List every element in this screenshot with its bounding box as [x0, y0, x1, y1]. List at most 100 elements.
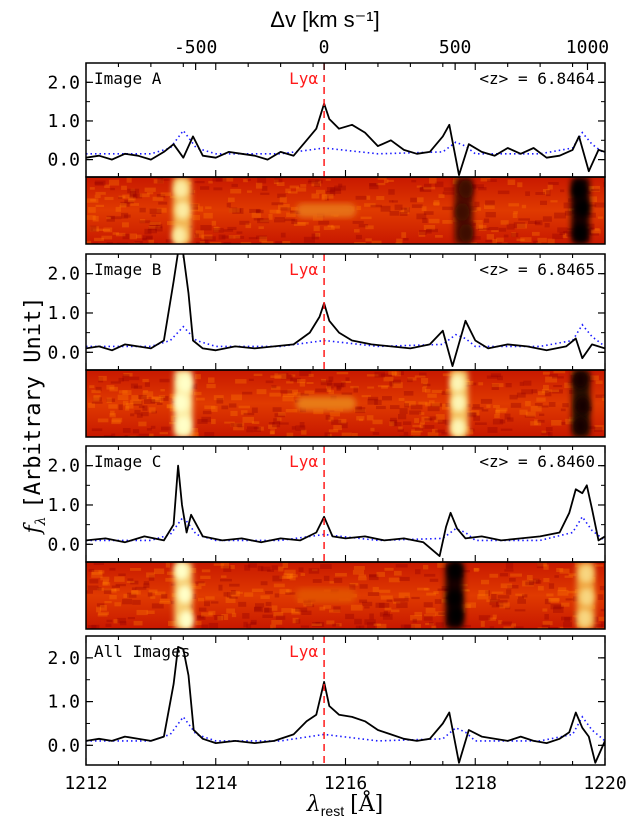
noise-speck	[121, 185, 127, 190]
noise-speck	[130, 413, 135, 417]
noise-speck	[546, 190, 551, 197]
noise-speck	[254, 607, 264, 613]
noise-speck	[547, 184, 553, 190]
noise-speck	[335, 573, 347, 577]
noise-speck	[544, 223, 550, 228]
noise-speck	[296, 187, 307, 192]
noise-speck	[541, 430, 547, 434]
noise-speck	[151, 396, 161, 403]
noise-speck	[516, 238, 525, 242]
noise-speck	[204, 405, 216, 409]
noise-speck	[168, 620, 177, 626]
noise-speck	[600, 608, 605, 612]
noise-speck	[423, 602, 433, 608]
noise-speck	[268, 422, 275, 425]
noise-speck	[562, 233, 568, 238]
noise-speck	[286, 432, 294, 437]
noise-speck	[199, 240, 205, 244]
noise-speck	[226, 608, 235, 614]
noise-speck	[372, 432, 380, 435]
noise-speck	[149, 221, 161, 225]
noise-speck	[139, 207, 146, 213]
noise-speck	[358, 224, 369, 228]
noise-speck	[218, 584, 223, 591]
noise-speck	[151, 410, 157, 414]
noise-speck	[370, 427, 375, 432]
noise-speck	[442, 220, 453, 224]
noise-speck	[318, 220, 330, 225]
noise-speck	[300, 625, 310, 628]
noise-speck	[276, 209, 282, 214]
noise-speck	[599, 585, 605, 591]
noise-speck	[486, 234, 494, 240]
noise-speck	[510, 573, 522, 577]
emission-band	[296, 203, 357, 218]
noise-speck	[541, 389, 549, 394]
noise-speck	[321, 378, 326, 383]
noise-speck	[589, 196, 597, 203]
noise-speck	[103, 435, 113, 437]
noise-speck	[118, 573, 126, 576]
noise-speck	[269, 431, 275, 435]
noise-speck	[526, 575, 533, 580]
noise-speck	[435, 622, 444, 628]
noise-speck	[507, 585, 519, 589]
noise-speck	[293, 222, 306, 226]
noise-speck	[117, 617, 126, 624]
noise-speck	[410, 197, 417, 203]
noise-speck	[198, 206, 204, 212]
noise-speck	[158, 396, 169, 401]
noise-speck	[328, 416, 334, 422]
noise-speck	[378, 589, 391, 593]
noise-speck	[211, 418, 216, 425]
noise-speck	[141, 396, 149, 400]
noise-speck	[111, 419, 121, 425]
noise-speck	[422, 425, 435, 429]
noise-speck	[228, 207, 238, 213]
noise-speck	[517, 599, 526, 604]
noise-speck	[389, 420, 398, 426]
lya-label: Lyα	[289, 69, 318, 88]
top-tick-label: -500	[174, 37, 217, 58]
noise-speck	[127, 188, 140, 194]
noise-speck	[194, 181, 205, 184]
noise-speck	[420, 421, 425, 424]
noise-speck	[291, 426, 296, 430]
noise-speck	[138, 405, 145, 409]
noise-speck	[125, 406, 130, 411]
noise-speck	[133, 401, 143, 406]
noise-speck	[270, 624, 276, 629]
noise-speck	[211, 220, 217, 226]
noise-speck	[491, 230, 499, 233]
noise-speck	[467, 412, 476, 418]
noise-speck	[88, 402, 95, 408]
noise-speck	[87, 625, 97, 629]
noise-speck	[112, 232, 119, 235]
noise-speck	[333, 425, 342, 431]
noise-speck	[271, 386, 281, 390]
noise-speck	[434, 599, 442, 604]
noise-speck	[315, 179, 323, 184]
noise-speck	[213, 227, 224, 233]
noise-speck	[125, 403, 134, 409]
noise-speck	[269, 209, 280, 214]
noise-speck	[257, 426, 264, 431]
noise-speck	[489, 599, 500, 603]
noise-speck	[280, 374, 293, 380]
noise-speck	[230, 424, 237, 427]
noise-speck	[567, 228, 576, 231]
noise-speck	[500, 220, 509, 225]
noise-speck	[535, 580, 542, 584]
noise-speck	[151, 214, 156, 217]
noise-speck	[355, 407, 366, 414]
noise-speck	[426, 229, 432, 234]
noise-speck	[206, 383, 216, 389]
noise-speck	[213, 187, 223, 191]
noise-speck	[191, 205, 200, 212]
noise-speck	[423, 564, 429, 570]
noise-speck	[381, 385, 388, 389]
noise-speck	[388, 189, 395, 195]
noise-speck	[501, 621, 512, 625]
noise-speck	[301, 429, 307, 435]
top-tick-label: 500	[439, 37, 472, 58]
